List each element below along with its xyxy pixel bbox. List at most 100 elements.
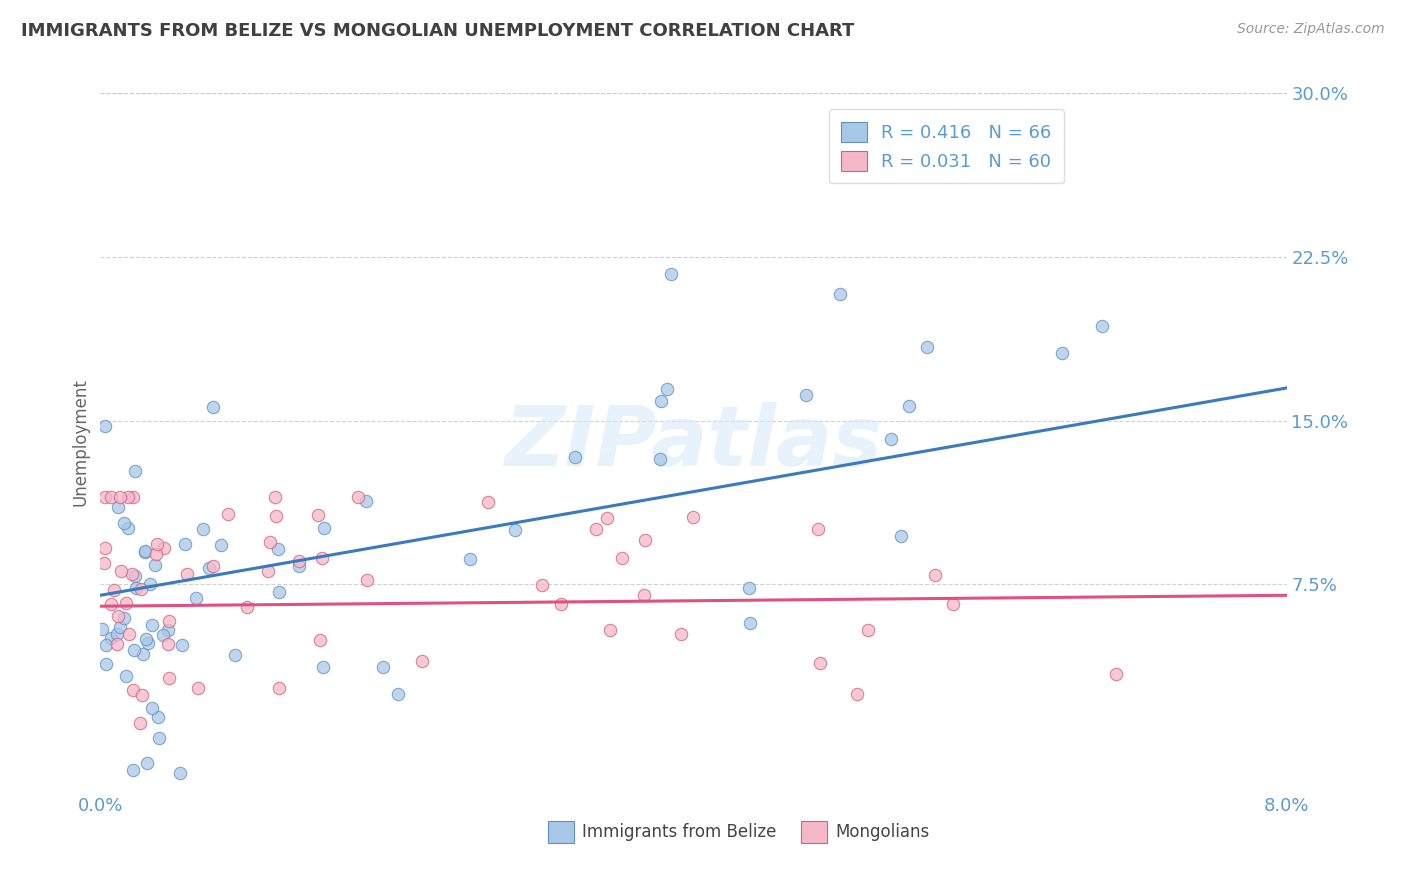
Point [354, 494, 377, 508]
Point [856, 624, 879, 638]
Point [458, 552, 481, 566]
Point [794, 388, 817, 402]
Point [152, 628, 174, 642]
Point [682, 510, 704, 524]
Point [659, 267, 682, 281]
Text: IMMIGRANTS FROM BELIZE VS MONGOLIAN UNEMPLOYMENT CORRELATION CHART: IMMIGRANTS FROM BELIZE VS MONGOLIAN UNEM… [21, 22, 855, 40]
Point [112, 516, 135, 530]
Point [129, 582, 152, 596]
Point [146, 537, 169, 551]
Point [596, 510, 619, 524]
Point [107, 500, 129, 514]
Point [224, 648, 246, 662]
Point [157, 614, 180, 628]
Point [138, 636, 160, 650]
Point [134, 544, 156, 558]
Text: Source: ZipAtlas.com: Source: ZipAtlas.com [1237, 22, 1385, 37]
Point [347, 490, 370, 504]
Point [740, 616, 762, 631]
Point [94, 419, 117, 434]
Point [93, 556, 115, 570]
Point [129, 715, 152, 730]
Point [924, 567, 946, 582]
Point [198, 560, 221, 574]
Point [288, 559, 311, 574]
Point [176, 567, 198, 582]
Point [157, 671, 180, 685]
Point [169, 766, 191, 780]
Point [117, 521, 139, 535]
Point [599, 624, 621, 638]
Point [830, 287, 852, 301]
Point [173, 537, 195, 551]
Point [103, 582, 125, 597]
Point [148, 731, 170, 745]
Point [942, 597, 965, 611]
Point [141, 617, 163, 632]
Point [288, 554, 311, 568]
Point [184, 591, 207, 605]
Point [100, 632, 122, 646]
Point [110, 564, 132, 578]
Text: ZIPatlas: ZIPatlas [505, 402, 883, 483]
Y-axis label: Unemployment: Unemployment [72, 378, 89, 507]
Point [105, 637, 128, 651]
Point [172, 638, 194, 652]
Point [267, 584, 290, 599]
Legend: R = 0.416   N = 66, R = 0.031   N = 60: R = 0.416 N = 66, R = 0.031 N = 60 [828, 110, 1064, 184]
Point [263, 490, 285, 504]
Point [411, 654, 433, 668]
Point [107, 609, 129, 624]
Point [110, 490, 132, 504]
Point [121, 763, 143, 777]
Point [91, 622, 114, 636]
Point [201, 558, 224, 573]
Point [648, 452, 671, 467]
Point [122, 643, 145, 657]
Point [311, 551, 333, 566]
Point [869, 162, 891, 177]
Point [311, 659, 333, 673]
Point [657, 382, 679, 396]
Point [132, 647, 155, 661]
Point [257, 564, 280, 578]
Point [307, 508, 329, 522]
Point [105, 627, 128, 641]
Point [633, 588, 655, 602]
Point [235, 599, 257, 614]
Point [152, 541, 174, 556]
Point [1105, 666, 1128, 681]
Point [146, 709, 169, 723]
Point [209, 538, 232, 552]
Point [193, 522, 215, 536]
Point [308, 632, 330, 647]
Point [187, 681, 209, 696]
Point [96, 639, 118, 653]
Point [356, 574, 378, 588]
Point [134, 545, 156, 559]
Point [650, 394, 672, 409]
Point [94, 657, 117, 672]
Point [108, 620, 131, 634]
Point [915, 340, 938, 354]
Point [738, 581, 761, 595]
Point [114, 669, 136, 683]
Point [671, 627, 693, 641]
Point [634, 533, 657, 548]
Point [141, 701, 163, 715]
Point [267, 681, 290, 696]
Point [115, 596, 138, 610]
Point [264, 508, 287, 523]
Point [312, 521, 335, 535]
Point [585, 522, 607, 536]
Point [131, 688, 153, 702]
Point [124, 569, 146, 583]
Point [1091, 318, 1114, 333]
Point [112, 611, 135, 625]
Point [806, 522, 828, 536]
Point [135, 632, 157, 647]
Point [1050, 345, 1073, 359]
Point [124, 464, 146, 478]
Point [846, 687, 869, 701]
Point [157, 623, 180, 637]
